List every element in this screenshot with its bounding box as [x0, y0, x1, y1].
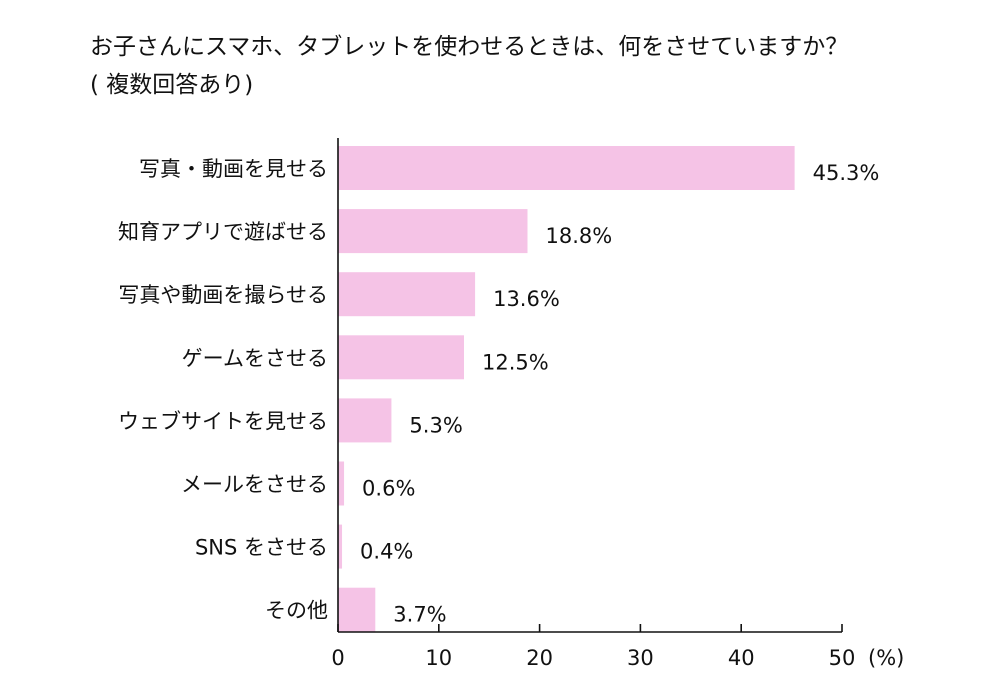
- bar: [338, 398, 392, 443]
- chart-subtitle: ( 複数回答あり): [90, 72, 254, 98]
- value-label: 5.3%: [409, 413, 462, 437]
- x-tick-label: 20: [526, 646, 553, 670]
- x-axis: 0 10 20 30 40 50 (%): [331, 138, 904, 670]
- x-tick-label: 30: [627, 646, 654, 670]
- bar: [338, 524, 343, 569]
- x-unit-label: (%): [868, 646, 904, 670]
- category-label: ゲームをさせる: [182, 346, 328, 370]
- value-label: 18.8%: [546, 224, 613, 248]
- bars-layer: [338, 146, 795, 632]
- category-label: ウェブサイトを見せる: [118, 409, 328, 433]
- labels-layer: 写真・動画を見せる 45.3% 知育アプリで遊ばせる 18.8% 写真や動画を撮らせる 1…: [118, 157, 879, 627]
- chart-title: お子さんにスマホ、タブレットを使わせるときは、何をさせていますか？ ( 複数回答…: [90, 28, 848, 104]
- chart-title-main: お子さんにスマホ、タブレットを使わせるときは、何をさせていますか？: [90, 34, 849, 60]
- bar: [338, 587, 376, 632]
- value-label: 0.6%: [362, 477, 415, 501]
- x-tick-label: 10: [425, 646, 452, 670]
- bar: [338, 209, 528, 254]
- bar: [338, 272, 476, 317]
- value-label: 0.4%: [360, 540, 413, 564]
- bar: [338, 335, 464, 380]
- category-label: その他: [265, 599, 328, 623]
- bar: [338, 461, 345, 506]
- bar: [338, 146, 795, 190]
- value-label: 13.6%: [493, 287, 560, 311]
- value-label: 45.3%: [813, 161, 880, 185]
- category-label: 知育アプリで遊ばせる: [118, 220, 328, 244]
- x-tick-label: 40: [728, 646, 755, 670]
- category-label: 写真・動画を見せる: [139, 157, 328, 181]
- value-label: 12.5%: [482, 350, 549, 374]
- x-tick-label: 0: [331, 646, 344, 670]
- category-label: メールをさせる: [181, 473, 328, 497]
- category-label: 写真や動画を撮らせる: [118, 283, 328, 307]
- category-label: SNS をさせる: [195, 536, 328, 560]
- value-label: 3.7%: [393, 603, 446, 627]
- x-tick-label: 50: [829, 646, 856, 670]
